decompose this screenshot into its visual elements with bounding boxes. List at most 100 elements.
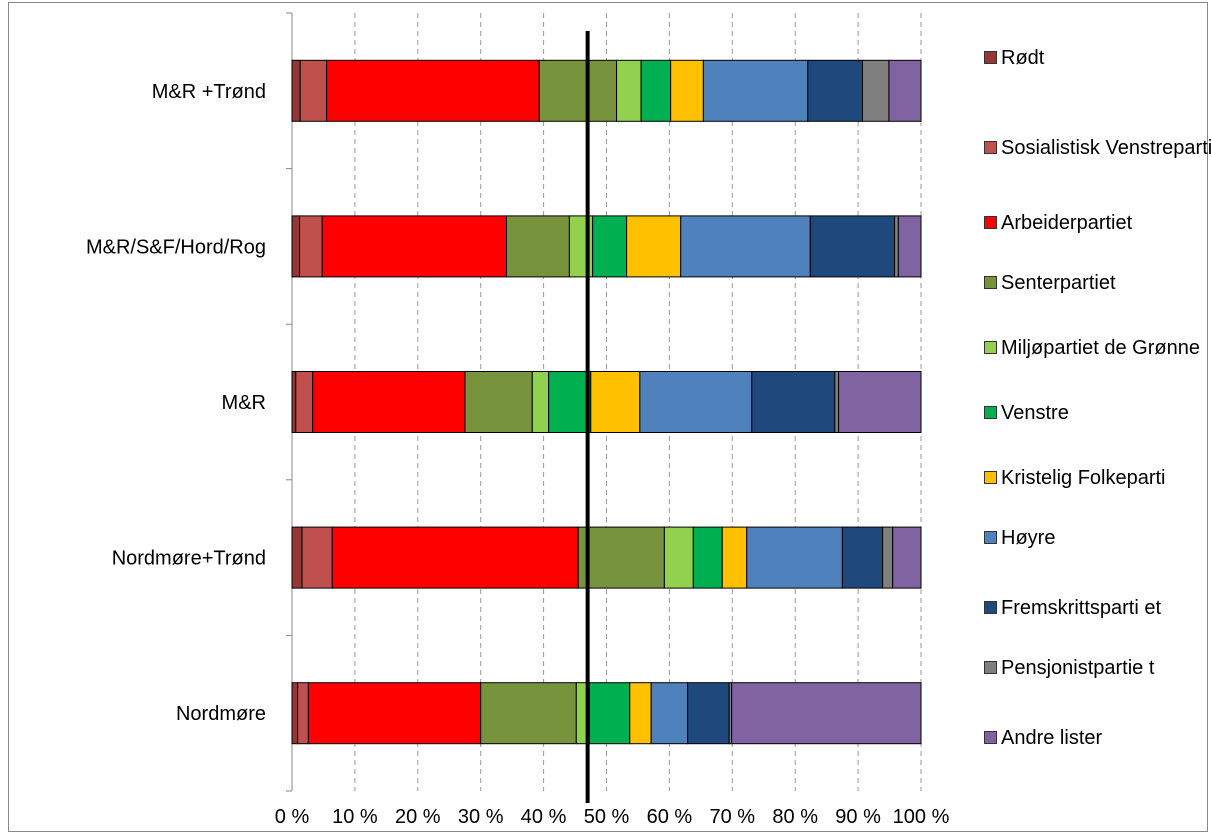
category-label: Nordmøre	[176, 703, 266, 725]
bar-segment	[670, 59, 704, 122]
x-tick-label: 80 %	[772, 806, 818, 828]
legend-label: Fremskrittsparti et	[1001, 597, 1162, 619]
x-tick-label: 100 %	[893, 806, 950, 828]
bar-segment	[291, 371, 297, 433]
legend-item: Arbeiderpartiet	[984, 208, 1212, 238]
legend-swatch	[984, 141, 997, 154]
category-label: M&R	[222, 392, 266, 414]
chart-plot: M&R +Trønd M&R/S&F/Hord/Rog M&R Nordmøre+Tr…	[86, 12, 950, 828]
bar-segment	[841, 526, 884, 589]
legend-label: Høyre	[1001, 527, 1056, 549]
legend-swatch	[984, 661, 997, 674]
legend-swatch	[984, 471, 997, 484]
legend-item: Høyre	[984, 523, 1212, 553]
legend-swatch	[984, 601, 997, 614]
bar-segment	[291, 59, 301, 122]
x-tick-label: 40 %	[521, 806, 567, 828]
bar-segment	[663, 526, 694, 589]
legend-item: Miljøpartiet de Grønne	[984, 333, 1212, 363]
bar-segment	[295, 371, 314, 433]
bar-segment	[297, 682, 309, 745]
legend-swatch	[984, 341, 997, 354]
x-tick-label: 50 %	[584, 806, 630, 828]
x-tick-label: 70 %	[710, 806, 756, 828]
legend-swatch	[984, 531, 997, 544]
bar-segment	[538, 59, 618, 122]
bar-segment	[640, 59, 672, 122]
legend-label: Rødt	[1001, 47, 1045, 69]
bar-segment	[892, 526, 922, 589]
bar-segment	[751, 371, 836, 433]
bar-segment	[687, 682, 730, 745]
legend-item: Venstre	[984, 398, 1212, 428]
legend-swatch	[984, 216, 997, 229]
legend-label: Sosialistisk Venstreparti	[1001, 137, 1212, 159]
legend-item: Pensjonistpartie t	[984, 653, 1212, 683]
x-tick-label: 0 %	[275, 806, 310, 828]
bar-segment	[307, 682, 482, 745]
legend-item: Senterpartiet	[984, 268, 1212, 298]
legend-item: Rødt	[984, 43, 1212, 73]
legend-label: Pensjonistpartie t	[1001, 657, 1155, 679]
bar-segment	[301, 526, 333, 589]
x-tick-label: 10 %	[332, 806, 378, 828]
bar-segment	[882, 526, 894, 589]
legend-label: Venstre	[1001, 402, 1069, 424]
bar-segment	[746, 526, 843, 589]
legend-item: Kristelig Folkeparti	[984, 463, 1212, 493]
bar-segment	[680, 215, 811, 278]
x-tick-label: 30 %	[458, 806, 504, 828]
x-tick-label: 60 %	[647, 806, 693, 828]
bar-segment	[894, 215, 899, 278]
bar-segment	[639, 371, 753, 433]
bar-segment	[897, 215, 922, 278]
bar-segment	[331, 526, 579, 589]
legend-label: Senterpartiet	[1001, 272, 1116, 294]
legend-label: Miljøpartiet de Grønne	[1001, 337, 1200, 359]
bar-segment	[480, 682, 577, 745]
bar-segment	[809, 215, 896, 278]
x-tick-label: 20 %	[395, 806, 441, 828]
legend-label: Kristelig Folkeparti	[1001, 467, 1166, 489]
legend-swatch	[984, 731, 997, 744]
bar-segment	[299, 215, 323, 278]
bar-segment	[291, 215, 301, 278]
bar-segment	[592, 215, 628, 278]
bar-segment	[629, 682, 652, 745]
bar-segment	[692, 526, 723, 589]
bar-segment	[838, 371, 922, 433]
bar-segment	[834, 371, 840, 433]
bar-segment	[650, 682, 689, 745]
bar-segment	[548, 371, 592, 433]
bar-segment	[291, 682, 299, 745]
legend-swatch	[984, 51, 997, 64]
bar-segment	[321, 215, 507, 278]
x-tick-label: 90 %	[835, 806, 881, 828]
legend-swatch	[984, 406, 997, 419]
bar-segment	[807, 59, 864, 122]
category-label: M&R/S&F/Hord/Rog	[86, 236, 266, 258]
bar-segment	[531, 371, 550, 433]
bar-segment	[862, 59, 890, 122]
legend-swatch	[984, 276, 997, 289]
bar-segment	[299, 59, 328, 122]
category-label: Nordmøre+Trønd	[112, 548, 266, 570]
legend-item: Andre lister	[984, 723, 1212, 753]
bar-segment	[731, 682, 922, 745]
bar-segment	[590, 371, 641, 433]
category-label: M&R +Trønd	[152, 81, 266, 103]
bar-segment	[888, 59, 922, 122]
bar-segment	[312, 371, 466, 433]
bar-segment	[291, 526, 303, 589]
bar-segment	[702, 59, 809, 122]
legend-label: Andre lister	[1001, 727, 1103, 749]
legend-label: Arbeiderpartiet	[1001, 212, 1133, 234]
bar-segment	[464, 371, 533, 433]
legend-item: Sosialistisk Venstreparti	[984, 133, 1212, 163]
bar-segment	[326, 59, 540, 122]
bar-segment	[626, 215, 682, 278]
bar-segment	[505, 215, 570, 278]
chart-frame: M&R +Trønd M&R/S&F/Hord/Rog M&R Nordmøre+Tr…	[8, 2, 1212, 832]
bar-segment	[577, 526, 665, 589]
legend-item: Fremskrittsparti et	[984, 593, 1212, 623]
